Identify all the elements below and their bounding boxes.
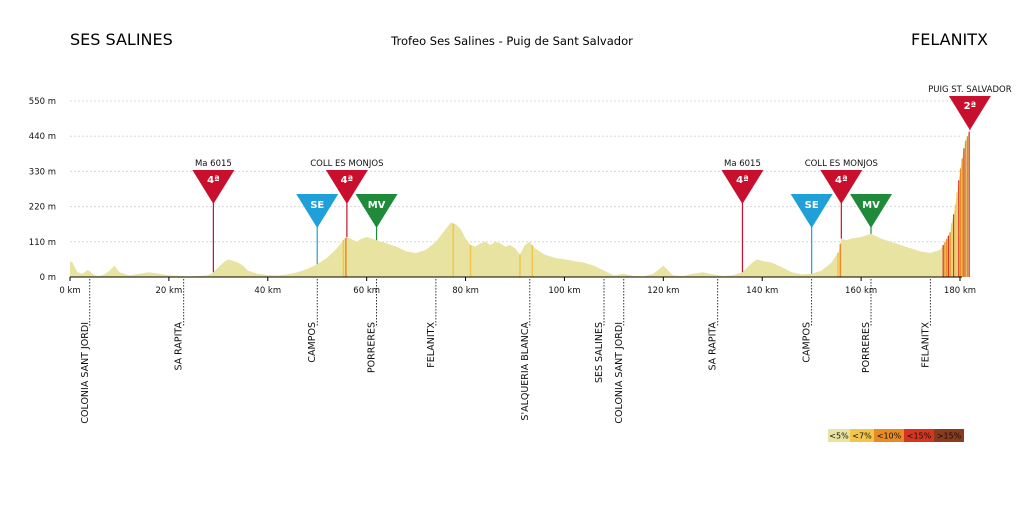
- climb-name-label: COLL ES MONJOS: [310, 159, 383, 169]
- y-tick-label: 440 m: [29, 132, 56, 142]
- legend-label: <15%: [907, 432, 932, 441]
- climb-name-label: COLL ES MONJOS: [805, 159, 878, 169]
- x-tick-label: 0 km: [59, 286, 80, 296]
- place-label: PORRERES: [861, 322, 872, 373]
- sprint-label: SE: [310, 200, 324, 211]
- finish-town-label: FELANITX: [911, 30, 988, 49]
- x-tick-label: 120 km: [647, 286, 679, 296]
- climb-name-label: Ma 6015: [724, 159, 761, 169]
- x-tick-label: 100 km: [548, 286, 580, 296]
- sprint-marker-triangle: [850, 194, 892, 228]
- climb-marker-triangle: [948, 96, 991, 130]
- legend-swatch: [850, 429, 874, 442]
- legend-swatch: [828, 429, 850, 442]
- chart-title: Trofeo Ses Salines - Puig de Sant Salvad…: [391, 34, 633, 48]
- place-label: FELANITX: [426, 322, 437, 368]
- y-tick-label: 0 m: [40, 273, 56, 283]
- start-town-label: SES SALINES: [70, 30, 173, 49]
- x-tick-label: 140 km: [746, 286, 778, 296]
- x-tick-label: 60 km: [353, 286, 380, 296]
- sprint-marker-triangle: [790, 194, 833, 228]
- x-tick-label: 80 km: [452, 286, 479, 296]
- y-tick-label: 110 m: [29, 238, 56, 248]
- climb-category-label: 2ª: [964, 101, 977, 112]
- sprint-marker-triangle: [355, 194, 398, 228]
- place-label: CAMPOS: [307, 322, 318, 363]
- place-label: CAMPOS: [802, 322, 813, 363]
- x-tick-label: 180 km: [944, 286, 976, 296]
- place-label: SA RAPITA: [174, 322, 185, 371]
- climb-name-label: Ma 6015: [195, 159, 232, 169]
- place-label: SES SALINES: [594, 322, 605, 383]
- climb-category-label: 4ª: [736, 175, 749, 186]
- sprint-label: MV: [368, 200, 386, 211]
- place-label: COLONIA SANT JORDI: [614, 322, 625, 424]
- x-tick-label: 40 km: [254, 286, 281, 296]
- place-label: FELANITX: [920, 322, 931, 368]
- climb-marker-triangle: [820, 170, 863, 204]
- x-tick-label: 20 km: [156, 286, 183, 296]
- y-tick-label: 220 m: [29, 203, 56, 213]
- legend-label: <10%: [877, 432, 902, 441]
- legend-swatch: [934, 429, 964, 442]
- sprint-label: SE: [805, 200, 819, 211]
- profile-area: [70, 129, 970, 277]
- climb-category-label: 4ª: [341, 175, 354, 186]
- x-tick-label: 160 km: [845, 286, 877, 296]
- climb-marker-triangle: [721, 170, 764, 204]
- legend-swatch: [874, 429, 904, 442]
- legend-label: <7%: [852, 432, 872, 441]
- y-tick-label: 330 m: [29, 167, 56, 177]
- climb-marker-triangle: [325, 170, 368, 204]
- y-tick-label: 550 m: [29, 97, 56, 107]
- climb-name-label: PUIG ST. SALVADOR: [928, 85, 1012, 95]
- sprint-label: MV: [862, 200, 880, 211]
- legend-label: >15%: [937, 432, 962, 441]
- climb-category-label: 4ª: [835, 175, 848, 186]
- sprint-marker-triangle: [296, 194, 339, 228]
- place-label: SA RAPITA: [708, 322, 719, 371]
- climb-category-label: 4ª: [207, 175, 220, 186]
- legend-label: <5%: [829, 432, 849, 441]
- climb-marker-triangle: [192, 170, 235, 204]
- place-label: S'ALQUERIA BLANCA: [520, 322, 531, 421]
- place-label: PORRERES: [367, 322, 378, 373]
- legend-swatch: [904, 429, 934, 442]
- place-label: COLONIA SANT JORDI: [80, 322, 91, 424]
